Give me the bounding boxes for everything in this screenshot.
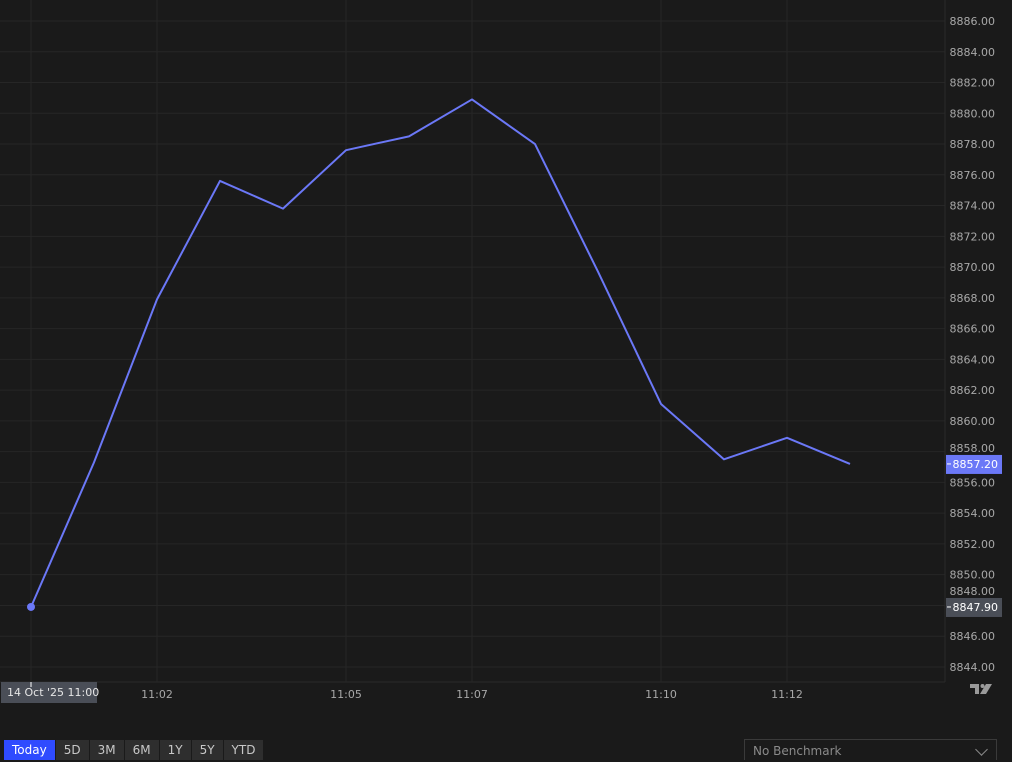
range-button-1y[interactable]: 1Y bbox=[159, 740, 192, 760]
y-tick-label: 8886.00 bbox=[950, 15, 996, 28]
y-tick-label: 8850.00 bbox=[950, 569, 996, 582]
crosshair-time-label: 14 Oct '25 11:00 bbox=[7, 686, 99, 699]
range-button-ytd[interactable]: YTD bbox=[223, 740, 265, 760]
range-button-6m[interactable]: 6M bbox=[124, 740, 160, 760]
logo-part bbox=[980, 684, 985, 688]
y-tick-label: 8846.00 bbox=[950, 630, 996, 643]
range-button-3m[interactable]: 3M bbox=[89, 740, 125, 760]
logo-part bbox=[970, 684, 979, 694]
start-price-label-bg bbox=[946, 597, 1002, 617]
y-tick-label: 8858.00 bbox=[950, 442, 996, 455]
y-tick-label: 8844.00 bbox=[950, 661, 996, 674]
x-tick-label: 11:05 bbox=[330, 688, 362, 701]
y-tick-label: 8868.00 bbox=[950, 292, 996, 305]
x-tick-label: 11:02 bbox=[141, 688, 173, 701]
y-tick-label: 8866.00 bbox=[950, 323, 996, 336]
y-tick-label: 8856.00 bbox=[950, 476, 996, 489]
y-tick-label: 8870.00 bbox=[950, 261, 996, 274]
benchmark-label: No Benchmark bbox=[753, 744, 842, 758]
y-tick-label: 8854.00 bbox=[950, 507, 996, 520]
range-button-5d[interactable]: 5D bbox=[55, 740, 90, 760]
logo-part bbox=[980, 684, 992, 694]
chevron-down-icon bbox=[975, 743, 988, 756]
y-tick-label: 8882.00 bbox=[950, 77, 996, 90]
range-button-today[interactable]: Today bbox=[4, 740, 56, 760]
last-price-label: 8857.20 bbox=[953, 458, 999, 471]
range-button-5y[interactable]: 5Y bbox=[191, 740, 224, 760]
y-tick-label: 8852.00 bbox=[950, 538, 996, 551]
data-point bbox=[27, 602, 35, 611]
x-tick-label: 11:12 bbox=[771, 688, 803, 701]
start-price-label: 8847.90 bbox=[953, 601, 999, 614]
y-tick-label: 8874.00 bbox=[950, 200, 996, 213]
y-tick-label: 8872.00 bbox=[950, 230, 996, 243]
range-selector: Today 5D 3M 6M 1Y 5Y YTD bbox=[4, 740, 265, 760]
y-tick-label: 8884.00 bbox=[950, 46, 996, 59]
benchmark-select[interactable]: No Benchmark bbox=[744, 739, 997, 760]
y-tick-label: 8860.00 bbox=[950, 415, 996, 428]
y-tick-label: 8876.00 bbox=[950, 169, 996, 182]
x-tick-label: 11:10 bbox=[645, 688, 677, 701]
last-price-label-bg bbox=[946, 454, 1002, 474]
price-chart[interactable]: 8844.00 8846.00 8848.00 8850.00 8852.00 8854.… bbox=[0, 0, 1012, 735]
crosshair-time-label-bg bbox=[1, 682, 97, 703]
tradingview-logo-icon bbox=[970, 684, 992, 694]
y-tick-label: 8878.00 bbox=[950, 138, 996, 151]
price-line bbox=[30, 98, 851, 608]
y-tick-label: 8848.00 bbox=[950, 585, 996, 598]
x-tick-label: 11:07 bbox=[456, 688, 488, 701]
y-tick-label: 8880.00 bbox=[950, 107, 996, 120]
y-tick-label: 8862.00 bbox=[950, 384, 996, 397]
y-tick-label: 8864.00 bbox=[950, 353, 996, 366]
